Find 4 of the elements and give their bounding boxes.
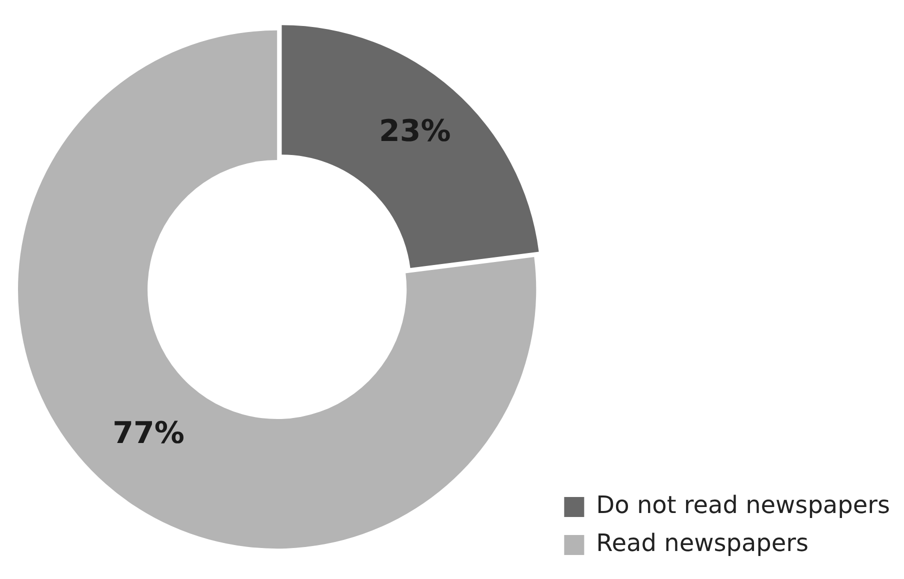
data-label: 77% (112, 416, 184, 452)
legend-label: Read newspapers (596, 529, 809, 558)
data-label: 23% (378, 114, 451, 150)
legend-label: Do not read newspapers (596, 491, 890, 520)
